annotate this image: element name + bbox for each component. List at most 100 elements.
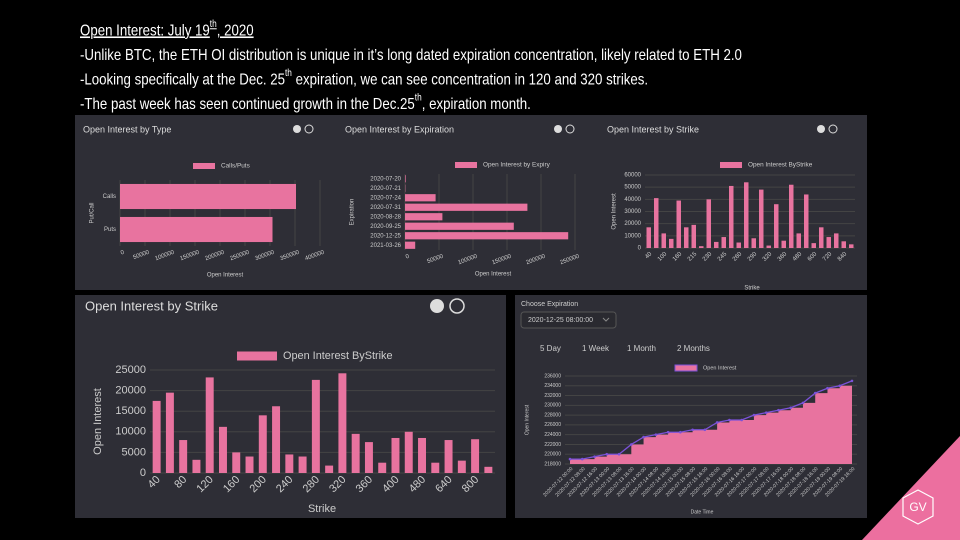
x-tick-label: 840 [837,251,849,263]
slide-line: -The past week has seen continued growth… [80,92,531,113]
y-axis-label: Open Interest [524,404,530,435]
chevron [602,317,610,322]
y-tick-label: 228000 [544,412,561,418]
slide-text-run: , expiration month. [422,96,531,113]
legend-label: Calls/Puts [221,163,250,170]
chart-title: Open Interest by Strike [607,124,699,134]
bar [120,183,296,210]
x-axis-label: Strike [744,286,760,292]
bar [405,232,569,240]
bar [272,406,281,473]
chart-title: Open Interest by Strike [85,298,218,313]
bar [849,244,854,248]
bar [444,440,453,473]
x-tick-label: 360 [777,251,789,263]
slide-text-run: -Unlike BTC, the ETH OI distribution is … [80,47,742,64]
y-tick-label: 10000 [115,426,146,438]
point [850,379,854,383]
y-tick-label: 226000 [544,422,561,428]
bar [484,466,493,473]
area [570,380,852,464]
point [801,401,805,405]
legend-swatch [455,162,477,168]
bar [669,238,674,248]
point [617,452,621,456]
x-axis-label: Strike [308,503,336,515]
bar [285,454,294,473]
bar [729,185,734,248]
x-tick-label: 230 [702,251,714,263]
x-tick-label: 160 [672,251,684,263]
bar [834,233,839,248]
bar [311,379,320,473]
y-tick-label: 0 [638,246,642,252]
y-tick-label: 10000 [624,233,641,239]
bar [714,241,719,248]
y-tick-label: 2020-09-25 [370,224,401,230]
slide-text-run: , 2020 [217,22,254,39]
x-tick-label: 260 [732,251,744,263]
point [568,457,572,461]
bar [471,439,480,473]
chart-title: Open Interest by Type [83,124,171,134]
x-tick-label: 290 [747,251,759,263]
range-button[interactable]: 5 Day [540,344,561,353]
line [570,380,853,460]
slide-text: Open Interest: July 19th, 2020-Unlike BT… [80,19,742,113]
point [715,421,719,424]
bar [766,245,771,248]
bar [391,437,400,473]
point [605,452,609,456]
bar [165,392,174,473]
bar [826,237,831,248]
bar [691,224,696,248]
point [580,457,584,461]
bar [404,431,413,473]
y-tick-label: 224000 [544,432,561,438]
y-tick-label: 2020-07-31 [370,205,401,211]
y-axis-label: Expiration [350,199,356,226]
bar [120,216,273,243]
y-tick-label: 60000 [624,173,641,179]
bar [418,437,426,473]
x-tick-label: 0 [120,249,126,256]
x-tick-label: 600 [807,251,819,263]
y-tick-label: 40000 [624,197,641,203]
y-tick-label: Puts [104,227,116,233]
bar [405,222,514,230]
slide-text-run: -Looking specifically at the Dec. 25 [80,71,285,88]
choose-label: Choose Expiration [521,301,578,308]
x-axis-label: Open Interest [207,273,244,279]
bar [351,433,360,473]
range-button[interactable]: 1 Month [627,344,656,353]
point [593,455,596,458]
bar [405,241,416,249]
bar [245,456,254,473]
x-tick-label: 0 [405,253,411,260]
legend-swatch [720,162,742,168]
icons [293,124,838,314]
point [666,430,670,434]
point [703,428,707,432]
bar [676,200,681,248]
bar [232,452,241,473]
bar [431,462,440,473]
dropdown[interactable] [520,311,617,329]
x-tick-label: 50000 [426,253,444,265]
y-tick-label: 30000 [624,209,641,215]
point [654,433,658,436]
chart-title: Open Interest by Expiration [345,124,454,134]
bar [405,194,436,202]
x-axis-label: Date Time [691,509,714,515]
y-tick-label: 222000 [544,442,561,448]
bar [258,415,267,473]
bar [205,377,214,473]
y-tick-label: 236000 [544,373,561,379]
y-tick-label: 50000 [624,185,641,191]
y-tick-label: 230000 [544,403,561,409]
slide-line: -Looking specifically at the Dec. 25th e… [80,68,648,89]
range-button[interactable]: 2 Months [677,344,710,353]
x-tick-label: 320 [762,251,774,263]
range-button[interactable]: 1 Week [582,344,610,353]
